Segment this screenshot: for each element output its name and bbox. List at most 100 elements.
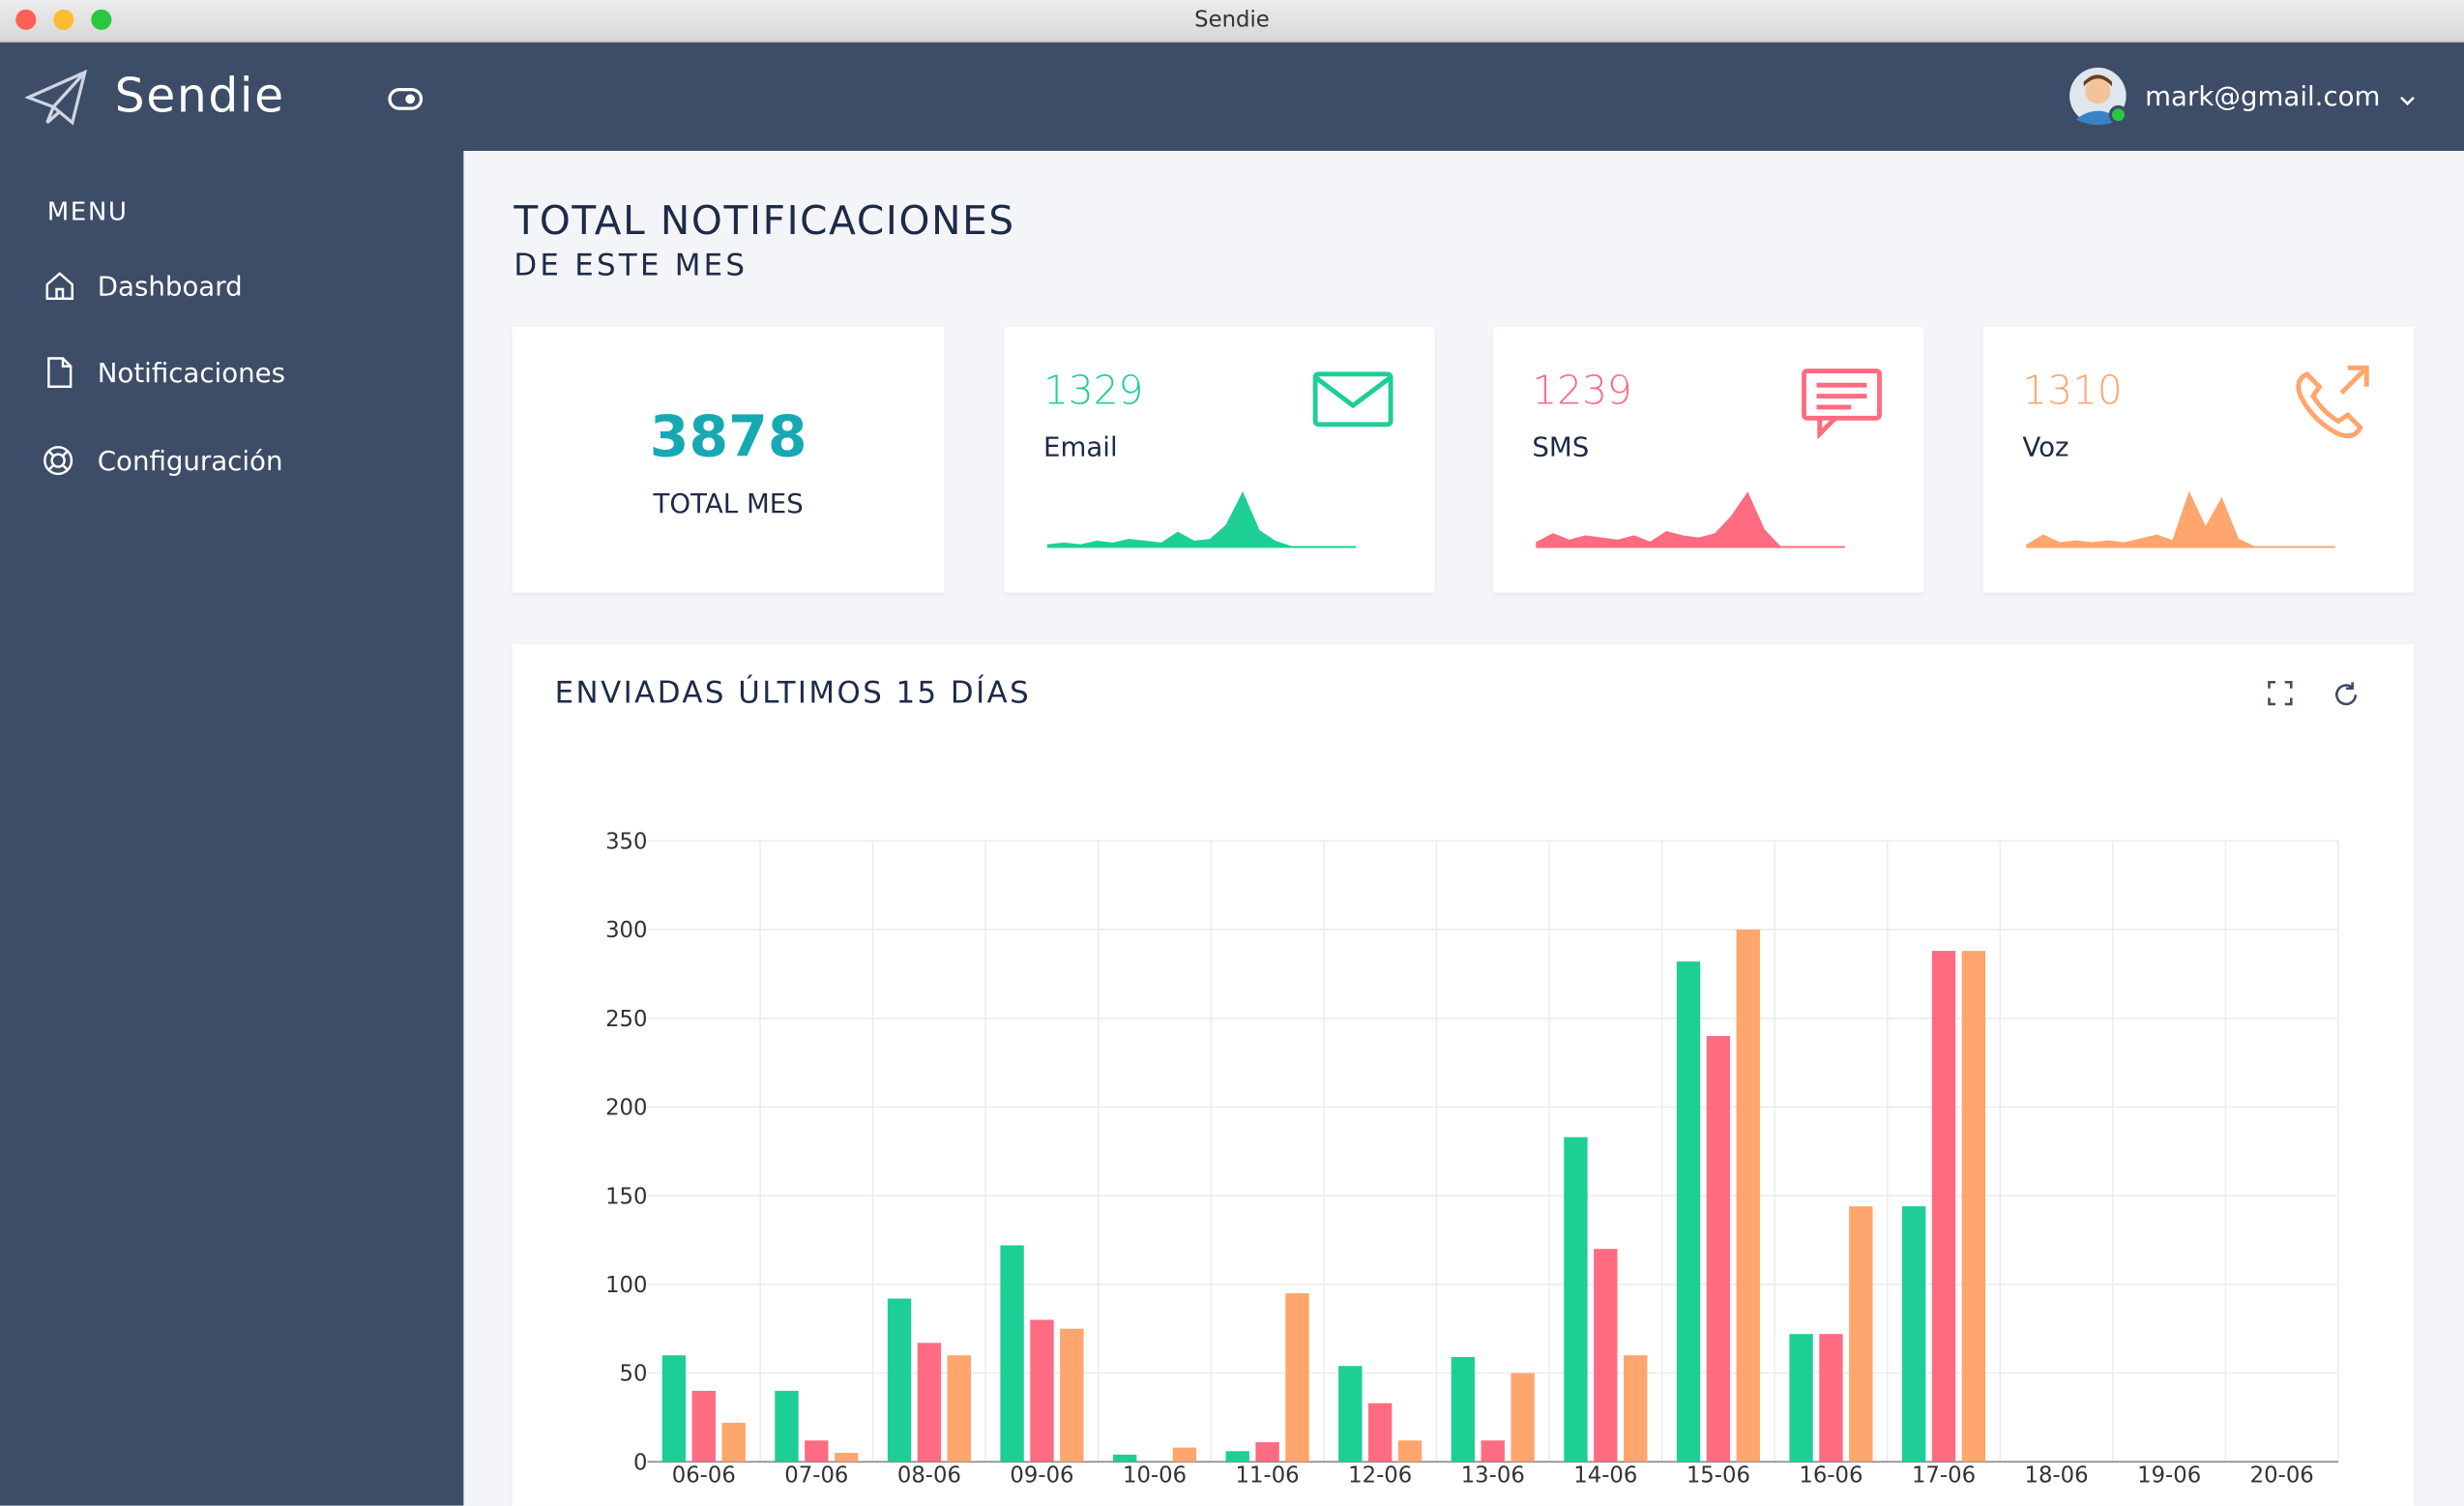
window-title: Sendie bbox=[1194, 8, 1270, 34]
x-tick-label: 06-06 bbox=[672, 1462, 736, 1488]
bar bbox=[1225, 1451, 1249, 1462]
bar bbox=[835, 1453, 859, 1462]
bar bbox=[1564, 1137, 1588, 1462]
dropdown-caret[interactable] bbox=[2398, 93, 2418, 108]
sparkline bbox=[2026, 490, 2335, 548]
x-tick-label: 14-06 bbox=[1573, 1462, 1637, 1488]
bar bbox=[1931, 951, 1956, 1462]
x-tick-label: 15-06 bbox=[1687, 1462, 1750, 1488]
menu-item[interactable]: Dashboard bbox=[97, 272, 243, 304]
menu-title: MENU bbox=[46, 196, 129, 226]
bar bbox=[1367, 1403, 1393, 1462]
logo bbox=[25, 69, 88, 126]
y-tick-label: 50 bbox=[620, 1362, 648, 1387]
bar bbox=[947, 1355, 971, 1462]
menu-item[interactable]: Configuración bbox=[97, 446, 283, 479]
y-tick-label: 200 bbox=[605, 1096, 647, 1121]
bar bbox=[1112, 1454, 1137, 1462]
dashboard-icon bbox=[45, 272, 73, 300]
sparkline bbox=[1536, 491, 1845, 548]
sparkline bbox=[1046, 490, 1357, 548]
stat-label: SMS bbox=[1532, 431, 1590, 464]
bar bbox=[775, 1390, 799, 1462]
stat-card: 1329 Email bbox=[1004, 327, 1435, 593]
x-tick-label: 09-06 bbox=[1010, 1462, 1073, 1488]
bar bbox=[887, 1298, 912, 1462]
sparkline-area bbox=[1046, 490, 1357, 548]
icon-shape bbox=[1816, 382, 1867, 440]
icon-shape bbox=[1312, 371, 1393, 428]
bar bbox=[805, 1440, 829, 1462]
bar bbox=[1000, 1245, 1024, 1462]
bar bbox=[1451, 1357, 1476, 1462]
icon-shape bbox=[2296, 365, 2369, 439]
x-tick-label: 17-06 bbox=[1912, 1462, 1976, 1488]
x-tick-label: 16-06 bbox=[1799, 1462, 1863, 1488]
x-tick-label: 12-06 bbox=[1348, 1462, 1412, 1488]
x-tick-label: 11-06 bbox=[1236, 1462, 1300, 1488]
total-card: 3878 TOTAL MES bbox=[512, 327, 945, 593]
stat-card: 1310 Voz bbox=[1982, 327, 2414, 593]
bar bbox=[1255, 1442, 1279, 1462]
bar bbox=[691, 1390, 716, 1462]
stat-value: 1310 bbox=[2022, 368, 2123, 414]
refresh-icon[interactable] bbox=[2332, 681, 2361, 709]
y-tick-label: 350 bbox=[605, 830, 647, 855]
y-tick-label: 250 bbox=[605, 1007, 647, 1032]
bar bbox=[1961, 951, 1986, 1462]
bar bbox=[1849, 1206, 1873, 1462]
bar bbox=[661, 1355, 687, 1462]
fullscreen-icon[interactable] bbox=[2268, 680, 2293, 706]
stat-icon bbox=[1312, 371, 1393, 428]
bar bbox=[1789, 1334, 1813, 1462]
stat-label: Email bbox=[1043, 431, 1118, 464]
x-tick-label: 07-06 bbox=[784, 1462, 848, 1488]
title-bar: Sendie bbox=[0, 0, 2464, 43]
page-subtitle: DE ESTE MES bbox=[513, 248, 748, 283]
bar bbox=[1676, 961, 1701, 1462]
bar bbox=[1172, 1447, 1197, 1462]
sidebar bbox=[0, 151, 464, 1506]
icon-shape bbox=[1802, 369, 1882, 421]
user-email[interactable]: mark@gmail.com bbox=[2145, 81, 2381, 114]
minimize-button[interactable] bbox=[53, 9, 74, 30]
y-tick-label: 100 bbox=[605, 1273, 647, 1298]
bar bbox=[1397, 1440, 1423, 1462]
stat-value: 1329 bbox=[1043, 368, 1144, 414]
bar bbox=[1060, 1328, 1084, 1462]
stat-icon bbox=[1802, 369, 1882, 440]
brand: Sendie bbox=[114, 69, 285, 125]
bar bbox=[1511, 1373, 1535, 1462]
stat-card: 1239 SMS bbox=[1492, 327, 1923, 593]
stat-icon bbox=[2296, 365, 2369, 439]
x-tick-label: 08-06 bbox=[897, 1462, 961, 1488]
total-label: TOTAL MES bbox=[653, 488, 804, 520]
stat-label: Voz bbox=[2022, 431, 2069, 464]
y-tick-label: 150 bbox=[605, 1184, 647, 1209]
bar bbox=[1819, 1334, 1843, 1462]
zoom-button[interactable] bbox=[91, 9, 112, 30]
x-tick-label: 19-06 bbox=[2137, 1462, 2201, 1488]
sparkline-area bbox=[1536, 491, 1845, 548]
bar bbox=[1736, 930, 1760, 1462]
x-tick-label: 20-06 bbox=[2250, 1462, 2314, 1488]
bar bbox=[1285, 1293, 1309, 1462]
bar bbox=[721, 1422, 746, 1462]
bar bbox=[1030, 1319, 1054, 1462]
page-title: TOTAL NOTIFICACIONES bbox=[513, 197, 1015, 244]
close-button[interactable] bbox=[15, 9, 37, 30]
avatar[interactable] bbox=[2068, 67, 2131, 128]
bar bbox=[917, 1343, 942, 1462]
settings-icon bbox=[44, 446, 73, 476]
x-tick-label: 13-06 bbox=[1461, 1462, 1525, 1488]
bar bbox=[1481, 1440, 1505, 1462]
bar bbox=[1338, 1366, 1363, 1462]
y-tick-label: 300 bbox=[605, 918, 647, 943]
toggle-icon[interactable] bbox=[387, 85, 425, 113]
menu-item[interactable]: Notificaciones bbox=[97, 358, 286, 391]
icon-shape bbox=[1313, 375, 1393, 409]
bar bbox=[1594, 1249, 1618, 1462]
